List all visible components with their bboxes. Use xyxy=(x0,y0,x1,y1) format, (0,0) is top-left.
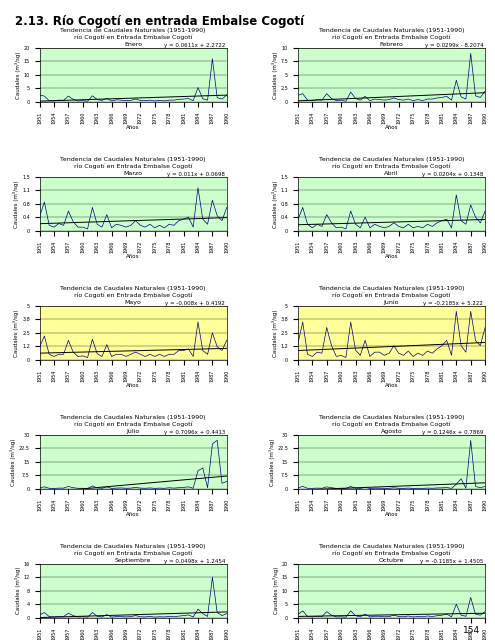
Title: Tendencia de Caudales Naturales (1951-1990)
río Cogotí en Entrada Embalse Cogotí: Tendencia de Caudales Naturales (1951-19… xyxy=(60,157,206,176)
Y-axis label: Caudales (m³/sg): Caudales (m³/sg) xyxy=(15,51,21,99)
Title: Tendencia de Caudales Naturales (1951-1990)
río Cogotí en Entrada Embalse Cogotí: Tendencia de Caudales Naturales (1951-19… xyxy=(319,157,464,176)
Text: y = 0.1246x + 0.7869: y = 0.1246x + 0.7869 xyxy=(422,429,483,435)
Text: y = 0.7096x + 0.4413: y = 0.7096x + 0.4413 xyxy=(163,429,225,435)
Title: Tendencia de Caudales Naturales (1951-1990)
río Cogotí en Entrada Embalse Cogotí: Tendencia de Caudales Naturales (1951-19… xyxy=(319,544,464,563)
X-axis label: Años: Años xyxy=(385,254,398,259)
Y-axis label: Caudales (m³/sg): Caudales (m³/sg) xyxy=(13,180,19,228)
Title: Tendencia de Caudales Naturales (1951-1990)
río Cogotí en Entrada Embalse Cogotí: Tendencia de Caudales Naturales (1951-19… xyxy=(319,286,464,305)
Text: y = -0.2185x + 5.222: y = -0.2185x + 5.222 xyxy=(423,301,483,306)
Title: Tendencia de Caudales Naturales (1951-1990)
río Cogotí en Entrada Embalse Cogotí: Tendencia de Caudales Naturales (1951-19… xyxy=(60,286,206,305)
Text: y = 0.011x + 0.0698: y = 0.011x + 0.0698 xyxy=(167,172,225,177)
Y-axis label: Caudales (m³/sg): Caudales (m³/sg) xyxy=(10,438,16,486)
Y-axis label: Caudales (m³/sg): Caudales (m³/sg) xyxy=(15,567,21,614)
Title: Tendencia de Caudales Naturales (1951-1990)
río Cogotí en Entrada Embalse Cogotí: Tendencia de Caudales Naturales (1951-19… xyxy=(319,28,464,47)
Text: y = 0.0611x + 2.2722: y = 0.0611x + 2.2722 xyxy=(163,43,225,48)
Text: y = 0.0498x + 1.2454: y = 0.0498x + 1.2454 xyxy=(163,559,225,564)
Text: y = -0.1185x + 1.4505: y = -0.1185x + 1.4505 xyxy=(420,559,483,564)
X-axis label: Años: Años xyxy=(385,512,398,517)
X-axis label: Años: Años xyxy=(126,254,140,259)
Y-axis label: Caudales (m³/sg): Caudales (m³/sg) xyxy=(13,309,19,356)
X-axis label: Años: Años xyxy=(126,383,140,388)
Text: 2.13. Río Cogotí en entrada Embalse Cogotí: 2.13. Río Cogotí en entrada Embalse Cogo… xyxy=(15,15,304,28)
X-axis label: Años: Años xyxy=(385,383,398,388)
Text: y = -0.008x + 0.4192: y = -0.008x + 0.4192 xyxy=(165,301,225,306)
Y-axis label: Caudales (m³/sg): Caudales (m³/sg) xyxy=(272,309,278,356)
X-axis label: Años: Años xyxy=(385,125,398,130)
X-axis label: Años: Años xyxy=(126,125,140,130)
Title: Tendencia de Caudales Naturales (1951-1990)
río Cogotí en Entrada Embalse Cogotí: Tendencia de Caudales Naturales (1951-19… xyxy=(319,415,464,434)
Title: Tendencia de Caudales Naturales (1951-1990)
río Cogotí en Entrada Embalse Cogotí: Tendencia de Caudales Naturales (1951-19… xyxy=(60,28,206,47)
Y-axis label: Caudales (m³/sg): Caudales (m³/sg) xyxy=(272,180,278,228)
Y-axis label: Caudales (m³/sg): Caudales (m³/sg) xyxy=(273,567,279,614)
Title: Tendencia de Caudales Naturales (1951-1990)
río Cogotí en Entrada Embalse Cogotí: Tendencia de Caudales Naturales (1951-19… xyxy=(60,544,206,563)
Y-axis label: Caudales (m³/sg): Caudales (m³/sg) xyxy=(272,51,278,99)
Y-axis label: Caudales (m³/sg): Caudales (m³/sg) xyxy=(269,438,275,486)
Text: y = 0.0204x + 0.1348: y = 0.0204x + 0.1348 xyxy=(422,172,483,177)
Text: y = 0.0299x - 8.2074: y = 0.0299x - 8.2074 xyxy=(425,43,483,48)
Text: 154: 154 xyxy=(463,626,480,635)
Title: Tendencia de Caudales Naturales (1951-1990)
río Cogotí en Entrada Embalse Cogotí: Tendencia de Caudales Naturales (1951-19… xyxy=(60,415,206,434)
X-axis label: Años: Años xyxy=(126,512,140,517)
